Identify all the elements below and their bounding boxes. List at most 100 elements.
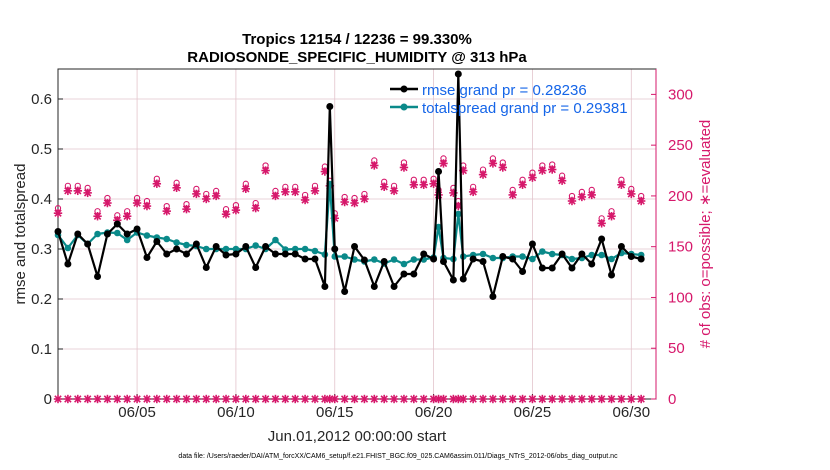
rmse-point — [123, 230, 131, 238]
obs-possible-marker — [371, 157, 378, 164]
obs-star-stroke — [597, 395, 606, 403]
rmse-point — [390, 283, 398, 290]
obs-zero-marker — [83, 394, 92, 404]
y-left-tick-label: 0.3 — [31, 241, 52, 258]
obs-zero-marker — [93, 394, 102, 404]
obs-zero-marker — [211, 394, 221, 404]
obs-zero-marker — [241, 394, 251, 404]
obs-count-markers — [53, 155, 646, 404]
totalspread-point — [529, 255, 536, 263]
obs-star-stroke — [143, 202, 151, 210]
rmse-point — [519, 268, 527, 275]
y-right-tick-label: 0 — [668, 391, 676, 408]
obs-zero-marker — [53, 394, 63, 404]
totalspread-point — [252, 242, 259, 249]
rmse-point — [410, 270, 418, 278]
totalspread-point — [341, 253, 348, 260]
y-right-tick-label: 300 — [668, 86, 693, 103]
obs-possible-marker — [578, 188, 586, 196]
y-left-tick-label: 0 — [44, 391, 52, 408]
obs-zero-marker — [557, 394, 567, 404]
obs-star-stroke — [83, 189, 92, 197]
y-right-axis-label: # of obs: o=possible; ∗=evaluated — [697, 120, 714, 349]
obs-possible-marker — [598, 215, 605, 222]
obs-star-stroke — [172, 395, 181, 403]
obs-star-stroke — [469, 395, 477, 403]
rmse-point — [192, 240, 200, 248]
obs-star-stroke — [113, 395, 122, 403]
obs-evaluated-marker — [172, 183, 181, 192]
obs-possible-marker — [381, 178, 388, 185]
rmse-point — [242, 243, 250, 250]
obs-star-stroke — [242, 395, 250, 403]
totalspread-point — [519, 253, 526, 260]
totalspread-point — [173, 239, 180, 246]
obs-possible-marker — [341, 193, 348, 201]
obs-possible-marker — [183, 200, 190, 208]
totalspread-point — [400, 260, 408, 268]
obs-star-stroke — [370, 161, 379, 170]
obs-star-stroke — [271, 395, 280, 403]
obs-star-stroke — [380, 395, 388, 403]
obs-evaluated-marker — [162, 206, 171, 216]
rmse-point — [528, 240, 536, 248]
obs-possible-marker — [84, 184, 91, 192]
obs-zero-marker — [172, 394, 181, 404]
obs-star-stroke — [360, 395, 369, 403]
rmse-point — [262, 243, 270, 250]
obs-star-stroke — [163, 395, 171, 403]
totalspread-point — [608, 255, 615, 263]
obs-star-stroke — [410, 181, 418, 189]
obs-star-stroke — [251, 204, 260, 212]
obs-zero-marker — [350, 394, 359, 404]
obs-zero-marker — [439, 394, 448, 404]
legend-marker-rmse — [400, 85, 408, 93]
obs-star-stroke — [74, 187, 82, 195]
obs-evaluated-marker — [587, 190, 596, 200]
obs-possible-marker — [608, 208, 615, 215]
obs-evaluated-marker — [468, 187, 478, 197]
obs-possible-marker — [410, 176, 417, 183]
obs-star-stroke — [291, 395, 299, 403]
obs-possible-marker — [311, 182, 319, 189]
obs-star-stroke — [607, 395, 616, 403]
obs-possible-marker — [588, 186, 595, 194]
obs-evaluated-marker — [567, 196, 577, 206]
obs-star-stroke — [439, 395, 448, 403]
rmse-point — [439, 258, 447, 265]
totalspread-point — [123, 236, 131, 244]
obs-star-stroke — [64, 187, 72, 195]
obs-star-stroke — [281, 395, 290, 403]
obs-star-stroke — [360, 195, 369, 203]
obs-possible-marker — [499, 159, 506, 166]
obs-star-stroke — [627, 395, 636, 403]
obs-evaluated-marker — [379, 182, 389, 191]
obs-star-stroke — [538, 395, 547, 403]
obs-zero-marker — [63, 394, 73, 404]
totalspread-point — [539, 248, 546, 255]
rmse-point — [232, 250, 240, 258]
obs-star-stroke — [499, 395, 507, 403]
obs-zero-marker — [567, 394, 577, 404]
obs-star-stroke — [64, 395, 72, 403]
obs-star-stroke — [568, 395, 576, 403]
obs-possible-marker — [400, 159, 408, 166]
obs-possible-marker — [54, 205, 62, 212]
obs-zero-marker — [498, 394, 507, 404]
rmse-point — [469, 255, 477, 263]
obs-possible-marker — [74, 182, 81, 189]
totalspread-point — [479, 250, 487, 258]
x-tick-label: 06/15 — [316, 404, 354, 421]
rmse-point — [281, 250, 289, 258]
obs-possible-marker — [420, 176, 427, 183]
rmse-point — [94, 273, 102, 280]
rmse-point — [420, 250, 428, 258]
obs-star-stroke — [192, 395, 201, 403]
obs-star-stroke — [420, 181, 428, 189]
obs-possible-marker — [351, 194, 358, 202]
obs-star-stroke — [93, 395, 102, 403]
y-left-tick-label: 0.2 — [31, 291, 52, 308]
obs-zero-marker — [409, 394, 419, 404]
obs-star-stroke — [459, 395, 467, 403]
